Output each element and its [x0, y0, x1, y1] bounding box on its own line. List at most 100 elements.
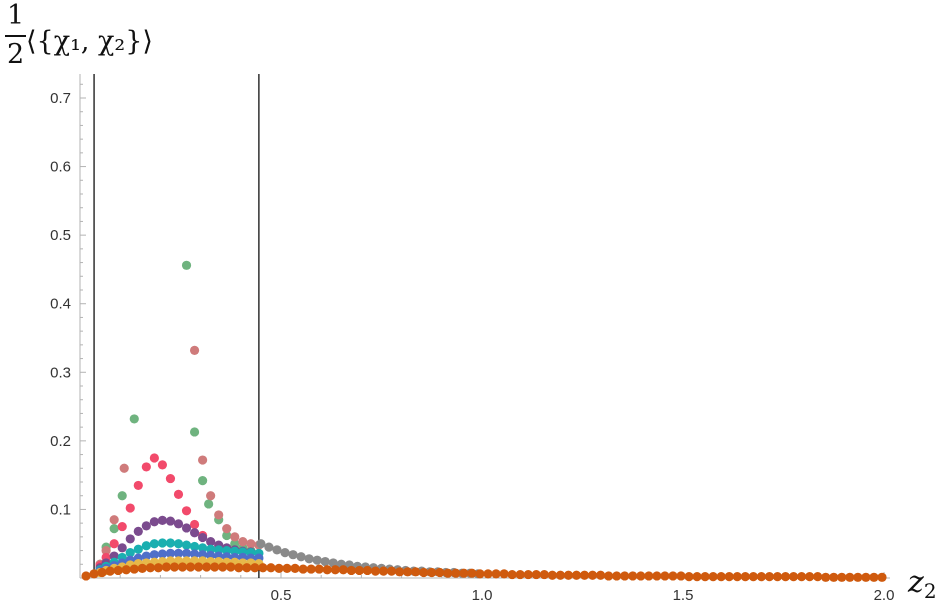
x-axis-label-symbol: z: [908, 565, 924, 600]
data-point: [202, 562, 212, 572]
data-point: [129, 564, 139, 574]
data-point: [81, 571, 91, 581]
data-point: [296, 552, 306, 562]
data-point: [173, 539, 184, 549]
data-point: [700, 572, 710, 582]
data-point: [877, 572, 887, 582]
data-point: [756, 572, 766, 582]
data-point: [451, 568, 461, 578]
data-point: [173, 519, 184, 529]
data-point: [246, 539, 256, 549]
data-point: [129, 414, 139, 424]
data-point: [362, 565, 373, 576]
data-point: [264, 542, 274, 552]
data-point: [620, 571, 630, 581]
data-point: [113, 565, 123, 576]
data-point: [531, 569, 541, 580]
data-point: [189, 345, 200, 355]
data-point: [298, 564, 308, 574]
data-point: [740, 572, 750, 582]
x-axis-label: z2: [908, 565, 937, 603]
data-point: [119, 463, 129, 473]
data-point: [125, 534, 135, 544]
data-point: [443, 568, 453, 578]
data-point: [869, 572, 879, 582]
data-point: [604, 571, 614, 581]
data-point: [312, 555, 322, 565]
data-point: [748, 572, 758, 582]
data-point: [346, 565, 356, 576]
data-point: [198, 532, 208, 543]
y-tick-label: 0.4: [50, 296, 71, 313]
data-point: [547, 570, 557, 580]
data-point: [173, 489, 184, 499]
data-point: [133, 544, 143, 554]
data-point: [837, 572, 847, 582]
data-point: [274, 563, 284, 574]
data-point: [222, 530, 232, 541]
data-point: [133, 480, 143, 491]
data-point: [210, 562, 220, 572]
data-point: [149, 453, 159, 463]
y-tick-label: 0.2: [50, 433, 71, 450]
data-point: [198, 543, 208, 553]
data-point: [394, 567, 405, 577]
data-point: [89, 569, 99, 579]
data-point: [193, 562, 204, 572]
data-point: [181, 506, 192, 516]
data-point: [109, 539, 119, 549]
data-point: [206, 491, 216, 501]
data-point: [459, 568, 469, 578]
reference-lines: [93, 74, 260, 578]
data-point: [141, 462, 151, 472]
data-point: [499, 569, 509, 579]
data-point: [218, 562, 228, 572]
data-point: [189, 528, 200, 538]
data-point: [165, 538, 176, 548]
data-point: [290, 563, 300, 574]
data-point: [97, 567, 107, 578]
data-point: [491, 569, 501, 579]
data-point: [157, 515, 168, 526]
data-point: [181, 548, 192, 558]
data-point: [226, 562, 236, 572]
data-point: [853, 572, 863, 582]
data-point: [419, 567, 429, 578]
data-point: [272, 545, 282, 555]
x-axis-label-subscript: 2: [923, 579, 937, 603]
data-point: [141, 521, 151, 531]
data-point: [403, 567, 413, 577]
data-point: [507, 569, 517, 580]
data-point: [628, 571, 638, 581]
data-point: [214, 510, 224, 520]
data-point: [483, 569, 493, 579]
data-point: [821, 572, 831, 582]
data-point: [165, 548, 176, 558]
data-point: [676, 571, 686, 581]
data-point: [121, 565, 131, 575]
data-point: [314, 564, 324, 574]
data-point: [595, 570, 606, 580]
y-axis-label: ⟨{χ₁, χ₂}⟩: [26, 26, 153, 57]
data-points: [81, 260, 887, 582]
y-axis-label-denominator: 2: [7, 39, 25, 70]
data-point: [435, 567, 445, 578]
y-tick-label: 0.7: [50, 90, 71, 107]
data-point: [732, 572, 742, 582]
data-point: [206, 537, 216, 547]
data-point: [288, 550, 298, 560]
data-point: [636, 571, 646, 581]
data-point: [829, 572, 839, 582]
data-point: [724, 572, 734, 582]
data-point: [189, 427, 200, 437]
y-axis-label-fraction-bar: [5, 35, 26, 37]
data-point: [555, 570, 565, 580]
data-point: [153, 563, 163, 573]
data-point: [109, 524, 119, 534]
data-point: [427, 567, 437, 578]
data-point: [692, 572, 702, 582]
data-point: [198, 455, 208, 465]
data-point: [813, 572, 823, 582]
data-point: [117, 521, 127, 532]
